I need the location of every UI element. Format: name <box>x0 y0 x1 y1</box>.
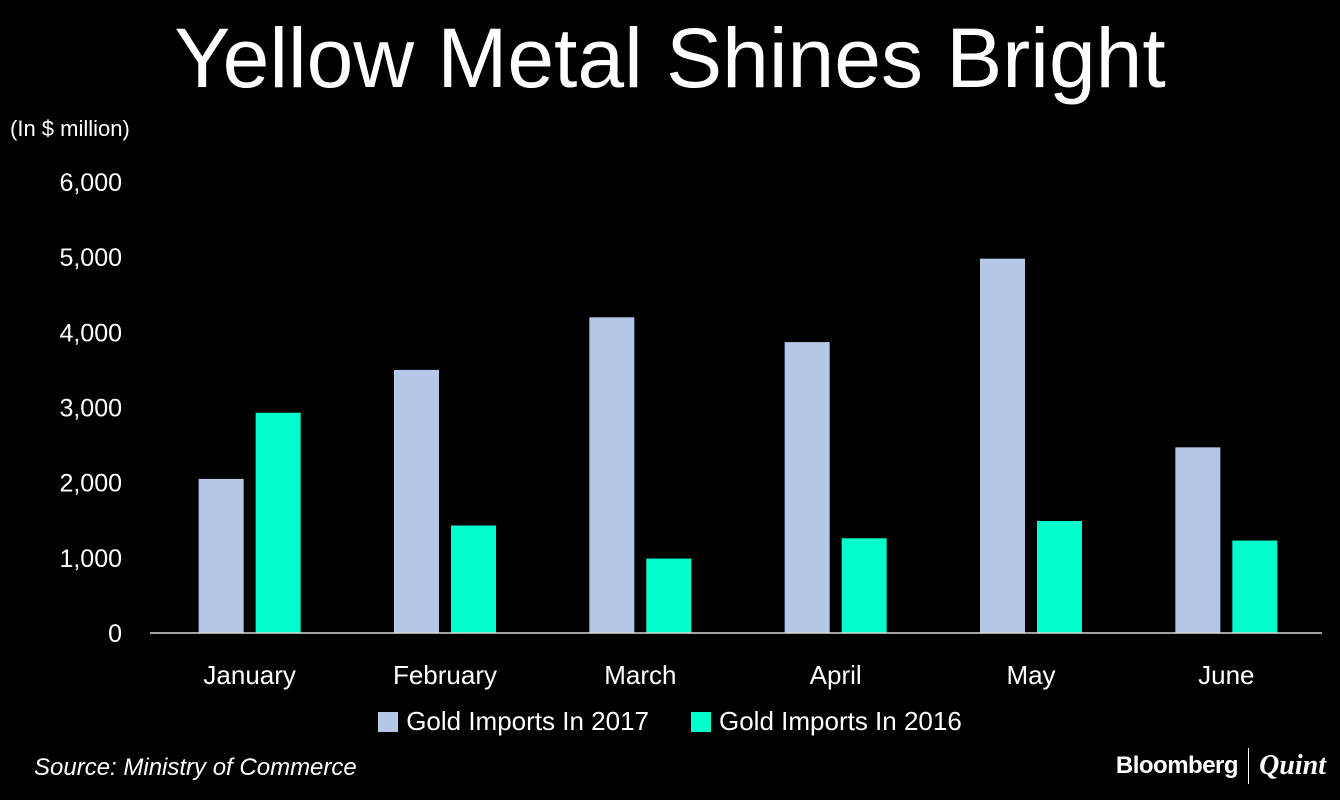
y-tick-label: 3,000 <box>59 395 122 423</box>
legend-swatch-2017 <box>378 711 399 732</box>
y-axis-ticks: 0 1,000 2,000 3,000 4,000 5,000 6,000 <box>59 169 122 648</box>
bar-april-2017 <box>784 342 830 633</box>
brand-quint: Quint <box>1259 750 1326 781</box>
x-tick-label: June <box>1198 660 1254 690</box>
x-tick-label: February <box>393 660 497 690</box>
bars <box>198 258 1278 633</box>
x-axis-labels: January February March April May June <box>203 660 1254 690</box>
bar-january-2016 <box>255 412 301 633</box>
bar-january-2017 <box>198 478 244 633</box>
legend-item-2017: Gold Imports In 2017 <box>378 706 649 737</box>
legend: Gold Imports In 2017 Gold Imports In 201… <box>0 706 1340 737</box>
x-tick-label: April <box>810 660 862 690</box>
unit-label: (In $ million) <box>10 116 130 141</box>
y-tick-label: 0 <box>108 620 122 648</box>
bar-june-2016 <box>1232 540 1278 633</box>
brand-divider <box>1248 748 1250 784</box>
brand-logo: Bloomberg Quint <box>1116 748 1326 784</box>
chart-title: Yellow Metal Shines Bright <box>174 11 1166 105</box>
bar-february-2017 <box>394 369 439 633</box>
y-tick-label: 6,000 <box>59 169 122 197</box>
brand-bloomberg: Bloomberg <box>1115 752 1239 779</box>
bar-april-2016 <box>841 538 887 633</box>
legend-swatch-2016 <box>691 711 711 732</box>
x-tick-label: March <box>604 660 676 690</box>
y-tick-label: 1,000 <box>59 545 122 573</box>
legend-label-2017: Gold Imports In 2017 <box>406 706 649 736</box>
bar-march-2017 <box>589 317 635 633</box>
legend-item-2016: Gold Imports In 2016 <box>691 706 962 737</box>
y-tick-label: 4,000 <box>59 319 122 347</box>
bar-may-2016 <box>1037 521 1082 633</box>
bar-may-2017 <box>980 258 1025 633</box>
legend-label-2016: Gold Imports In 2016 <box>719 706 962 736</box>
x-tick-label: May <box>1006 660 1055 690</box>
source-note: Source: Ministry of Commerce <box>34 754 357 781</box>
y-tick-label: 2,000 <box>59 470 122 498</box>
bar-march-2016 <box>646 558 692 633</box>
bar-february-2016 <box>451 525 496 633</box>
bar-june-2017 <box>1175 447 1221 633</box>
x-tick-label: January <box>203 660 296 690</box>
y-tick-label: 5,000 <box>59 244 122 272</box>
